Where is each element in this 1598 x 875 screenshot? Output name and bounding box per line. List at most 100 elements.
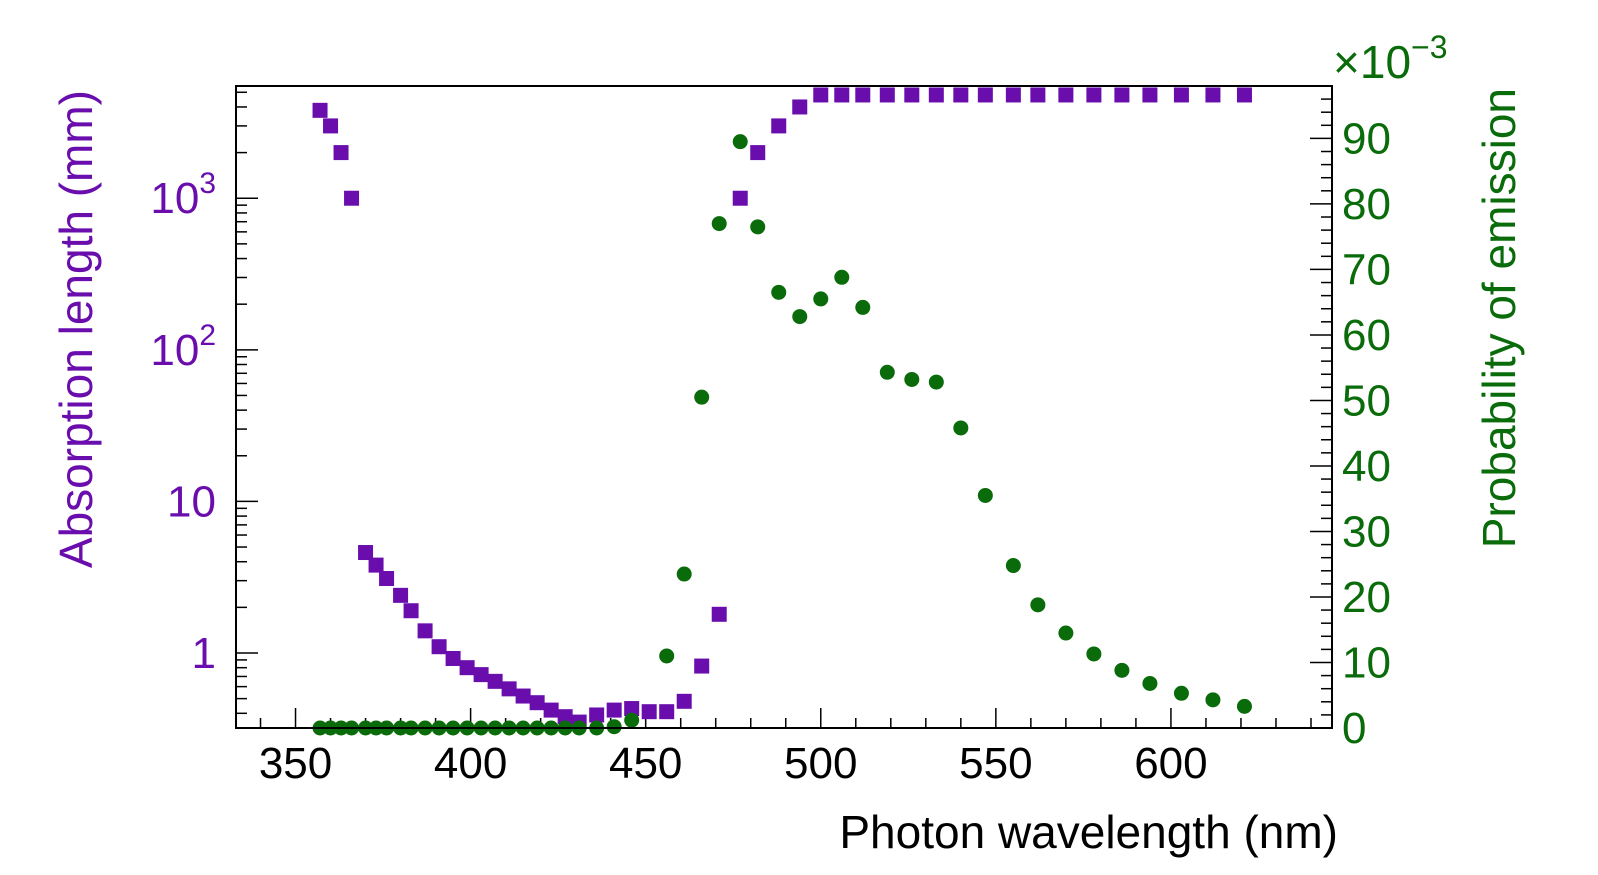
emission-point bbox=[1005, 558, 1021, 574]
emission-point bbox=[879, 364, 895, 380]
absorption-point bbox=[879, 87, 895, 103]
tick-exponent: 2 bbox=[199, 319, 216, 352]
absorption-point bbox=[379, 571, 395, 587]
absorption-point bbox=[417, 623, 433, 639]
x-tick-label: 450 bbox=[609, 739, 682, 788]
absorption-point bbox=[1142, 87, 1158, 103]
plot-frame bbox=[235, 85, 1333, 729]
absorption-point bbox=[711, 606, 727, 622]
emission-point bbox=[1086, 646, 1102, 662]
absorption-point bbox=[750, 145, 766, 161]
left-y-tick-label: 10 bbox=[167, 477, 216, 526]
emission-point bbox=[813, 291, 829, 307]
absorption-point bbox=[529, 695, 545, 711]
absorption-point bbox=[473, 667, 489, 683]
absorption-point bbox=[1086, 87, 1102, 103]
absorption-point bbox=[771, 118, 787, 134]
absorption-point bbox=[312, 102, 328, 118]
x-axis-title: Photon wavelength (nm) bbox=[839, 806, 1338, 858]
absorption-point bbox=[515, 688, 531, 704]
emission-point bbox=[659, 648, 675, 664]
emission-point bbox=[1205, 692, 1221, 708]
axis-ticks bbox=[236, 91, 1332, 729]
absorption-point bbox=[403, 603, 419, 619]
tick-labels: 350 400 450 500 550 6001101021030102030405060… bbox=[150, 114, 1391, 788]
absorption-point bbox=[928, 87, 944, 103]
emission-point bbox=[928, 374, 944, 390]
absorption-point bbox=[606, 702, 622, 718]
absorption-point bbox=[904, 87, 920, 103]
absorption-point bbox=[1030, 87, 1046, 103]
right-y-tick-label: 50 bbox=[1342, 376, 1391, 425]
emission-point bbox=[1030, 597, 1046, 613]
emission-point bbox=[834, 269, 850, 285]
left-y-tick-label: 103 bbox=[150, 167, 216, 223]
absorption-point bbox=[792, 99, 808, 115]
absorption-point bbox=[557, 709, 573, 725]
absorption-point bbox=[641, 704, 657, 720]
absorption-point bbox=[459, 660, 475, 676]
emission-point bbox=[676, 566, 692, 582]
absorption-point bbox=[676, 693, 692, 709]
emission-point bbox=[792, 309, 808, 325]
right-y-tick-label: 20 bbox=[1342, 573, 1391, 622]
emission-point bbox=[732, 134, 748, 150]
right-y-tick-label: 10 bbox=[1342, 638, 1391, 687]
emission-point bbox=[977, 487, 993, 503]
tick-base: 1 bbox=[192, 629, 216, 678]
absorption-point bbox=[1114, 87, 1130, 103]
absorption-point bbox=[953, 87, 969, 103]
right-y-tick-label: 40 bbox=[1342, 442, 1391, 491]
absorption-point bbox=[977, 87, 993, 103]
x-tick-label: 500 bbox=[784, 739, 857, 788]
absorption-point bbox=[358, 545, 374, 561]
tick-base: 10 bbox=[167, 477, 216, 526]
tick-exponent: 3 bbox=[199, 167, 216, 200]
emission-point bbox=[953, 420, 969, 436]
emission-point bbox=[750, 219, 766, 235]
x-tick-label: 350 bbox=[259, 739, 332, 788]
right-y-tick-label: 70 bbox=[1342, 245, 1391, 294]
absorption-point bbox=[393, 587, 409, 603]
left-y-axis-title: Absorption length (mm) bbox=[50, 90, 102, 568]
emission-point bbox=[1142, 675, 1158, 691]
emission-point bbox=[855, 299, 871, 315]
absorption-point bbox=[732, 190, 748, 206]
absorption-point bbox=[855, 87, 871, 103]
right-y-tick-label: 60 bbox=[1342, 311, 1391, 360]
right-y-tick-label: 0 bbox=[1342, 704, 1366, 753]
absorption-point bbox=[368, 557, 384, 573]
left-y-tick-label: 102 bbox=[150, 319, 216, 375]
right-y-tick-label: 30 bbox=[1342, 507, 1391, 556]
absorption-point bbox=[431, 639, 447, 655]
absorption-point bbox=[445, 650, 461, 666]
absorption-point bbox=[813, 87, 829, 103]
emission-point bbox=[1173, 685, 1189, 701]
right-y-tick-label: 80 bbox=[1342, 180, 1391, 229]
series-layer bbox=[312, 87, 1252, 736]
emission-point bbox=[624, 712, 640, 728]
multiplier-base: ×10 bbox=[1333, 36, 1411, 88]
absorption-point bbox=[1058, 87, 1074, 103]
emission-point bbox=[606, 719, 622, 735]
absorption-point bbox=[1236, 87, 1252, 103]
absorption-point bbox=[1173, 87, 1189, 103]
emission-point bbox=[694, 389, 710, 405]
absorption-point bbox=[659, 704, 675, 720]
left-y-tick-label: 1 bbox=[192, 629, 216, 678]
absorption-point bbox=[1205, 87, 1221, 103]
emission-point bbox=[1058, 625, 1074, 641]
tick-base: 10 bbox=[150, 174, 199, 223]
absorption-point bbox=[834, 87, 850, 103]
absorption-point bbox=[1005, 87, 1021, 103]
right-y-tick-label: 90 bbox=[1342, 114, 1391, 163]
absorption-point bbox=[487, 673, 503, 689]
absorption-point bbox=[589, 707, 605, 723]
absorption-point bbox=[344, 190, 360, 206]
x-tick-label: 600 bbox=[1134, 739, 1207, 788]
multiplier-exponent: −3 bbox=[1411, 29, 1447, 65]
absorption-point bbox=[694, 658, 710, 674]
absorption-point bbox=[333, 145, 349, 161]
emission-point bbox=[771, 284, 787, 300]
